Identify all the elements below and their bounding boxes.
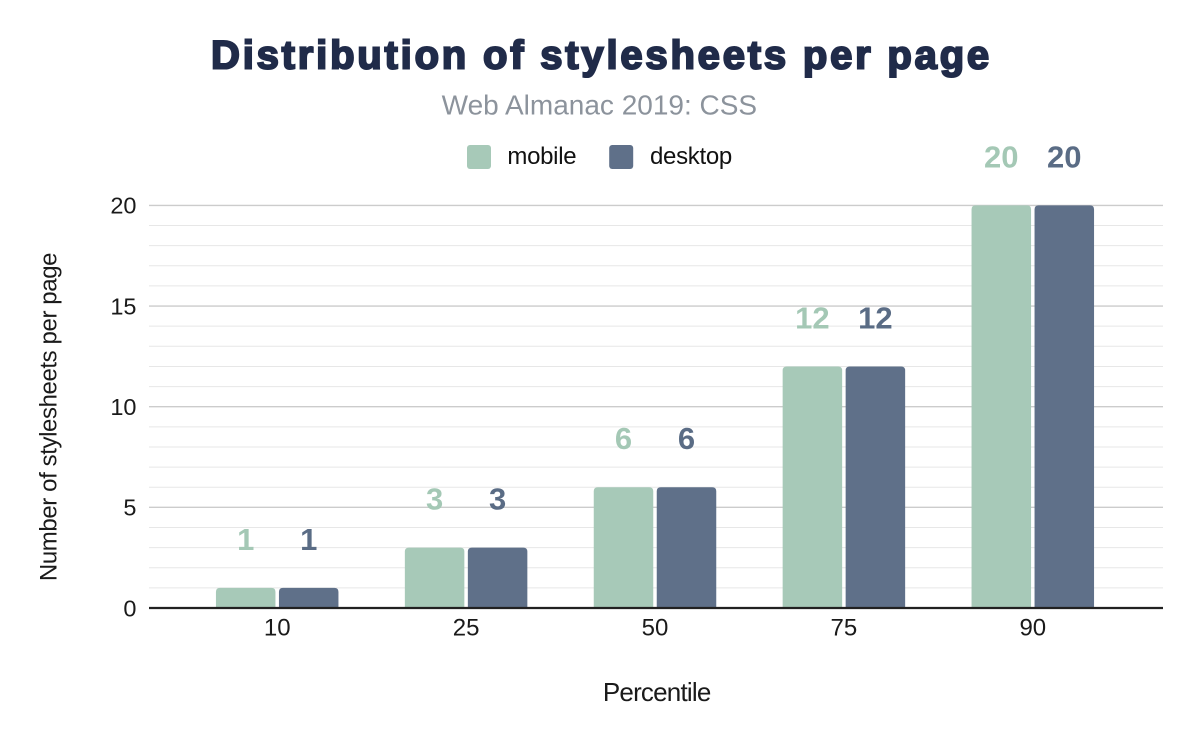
- svg-text:20: 20: [1047, 139, 1081, 174]
- svg-text:15: 15: [110, 293, 136, 319]
- svg-text:Percentile: Percentile: [603, 677, 711, 707]
- svg-text:mobile: mobile: [507, 143, 576, 170]
- svg-text:3: 3: [489, 482, 506, 517]
- svg-text:20: 20: [110, 193, 136, 219]
- svg-text:20: 20: [984, 139, 1018, 174]
- svg-text:desktop: desktop: [650, 143, 732, 170]
- svg-text:25: 25: [453, 615, 480, 642]
- svg-text:Distribution of stylesheets pe: Distribution of stylesheets per page: [211, 34, 992, 78]
- svg-text:90: 90: [1019, 615, 1046, 642]
- svg-text:10: 10: [110, 394, 136, 420]
- svg-text:0: 0: [123, 595, 136, 621]
- svg-text:Web Almanac 2019: CSS: Web Almanac 2019: CSS: [442, 89, 757, 120]
- svg-text:50: 50: [642, 615, 669, 642]
- svg-text:3: 3: [426, 482, 443, 517]
- svg-text:Number of stylesheets per page: Number of stylesheets per page: [36, 253, 63, 581]
- svg-text:6: 6: [678, 421, 695, 456]
- svg-text:1: 1: [300, 522, 317, 557]
- svg-text:12: 12: [858, 300, 892, 335]
- svg-text:12: 12: [795, 300, 829, 335]
- svg-text:5: 5: [123, 495, 136, 521]
- svg-text:75: 75: [831, 615, 858, 642]
- svg-text:6: 6: [615, 421, 632, 456]
- svg-text:1: 1: [237, 522, 254, 557]
- svg-text:10: 10: [264, 615, 291, 642]
